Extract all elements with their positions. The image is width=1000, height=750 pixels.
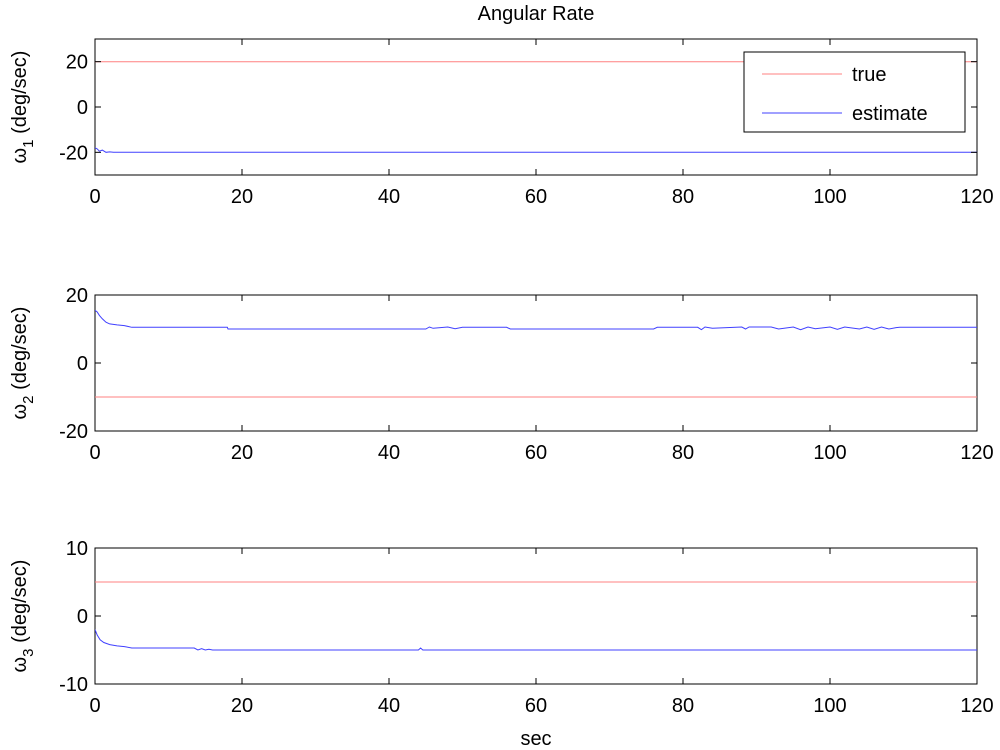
y-axis-label-subscript: 3	[20, 648, 37, 656]
y-axis-label: ω2 (deg/sec)	[9, 307, 37, 420]
x-tick-label: 100	[813, 695, 846, 717]
legend-box	[743, 51, 966, 133]
x-tick-label: 60	[525, 695, 547, 717]
x-axis-label: sec	[520, 728, 551, 750]
y-axis-label-symbol: ω	[9, 404, 31, 420]
x-tick-label: 0	[89, 442, 100, 464]
series-estimate-line	[95, 147, 977, 153]
x-tick-label: 60	[525, 186, 547, 208]
axes-box	[94, 294, 978, 432]
y-tick-label: 0	[77, 97, 88, 119]
y-tick-label: 20	[66, 285, 88, 307]
y-axis-label-subscript: 1	[20, 139, 37, 147]
x-tick-label: 100	[813, 442, 846, 464]
y-tick-label: -20	[59, 421, 88, 443]
x-tick-label: 40	[378, 695, 400, 717]
y-axis-label-unit: (deg/sec)	[9, 560, 31, 649]
y-tick-label: 0	[77, 353, 88, 375]
x-tick-label: 60	[525, 442, 547, 464]
y-axis-label-unit: (deg/sec)	[9, 307, 31, 396]
y-axis-label-subscript: 2	[20, 395, 37, 403]
x-tick-label: 20	[231, 695, 253, 717]
x-tick-label: 80	[672, 695, 694, 717]
x-tick-label: 100	[813, 186, 846, 208]
x-tick-label: 120	[960, 186, 993, 208]
x-tick-label: 0	[89, 186, 100, 208]
x-tick-label: 80	[672, 186, 694, 208]
series-estimate-line	[95, 629, 977, 651]
x-tick-label: 20	[231, 442, 253, 464]
y-tick-label: -10	[59, 674, 88, 696]
legend-label-estimate: estimate	[852, 103, 928, 125]
x-tick-label: 120	[960, 442, 993, 464]
y-axis-label: ω3 (deg/sec)	[9, 560, 37, 673]
y-tick-label: -20	[59, 142, 88, 164]
legend-label-true: true	[852, 64, 886, 86]
axes-box	[94, 547, 978, 685]
y-axis-label-unit: (deg/sec)	[9, 51, 31, 140]
y-tick-label: 20	[66, 52, 88, 74]
y-axis-label-symbol: ω	[9, 657, 31, 673]
x-tick-label: 20	[231, 186, 253, 208]
y-tick-label: 0	[77, 606, 88, 628]
x-tick-label: 80	[672, 442, 694, 464]
y-axis-label-symbol: ω	[9, 148, 31, 164]
y-tick-label: 10	[66, 538, 88, 560]
x-tick-label: 40	[378, 186, 400, 208]
x-tick-label: 120	[960, 695, 993, 717]
x-tick-label: 40	[378, 442, 400, 464]
x-tick-label: 0	[89, 695, 100, 717]
legend: true estimate	[743, 51, 966, 133]
series-estimate-line	[95, 309, 977, 331]
chart-title: Angular Rate	[478, 3, 595, 25]
y-axis-label: ω1 (deg/sec)	[9, 51, 37, 164]
